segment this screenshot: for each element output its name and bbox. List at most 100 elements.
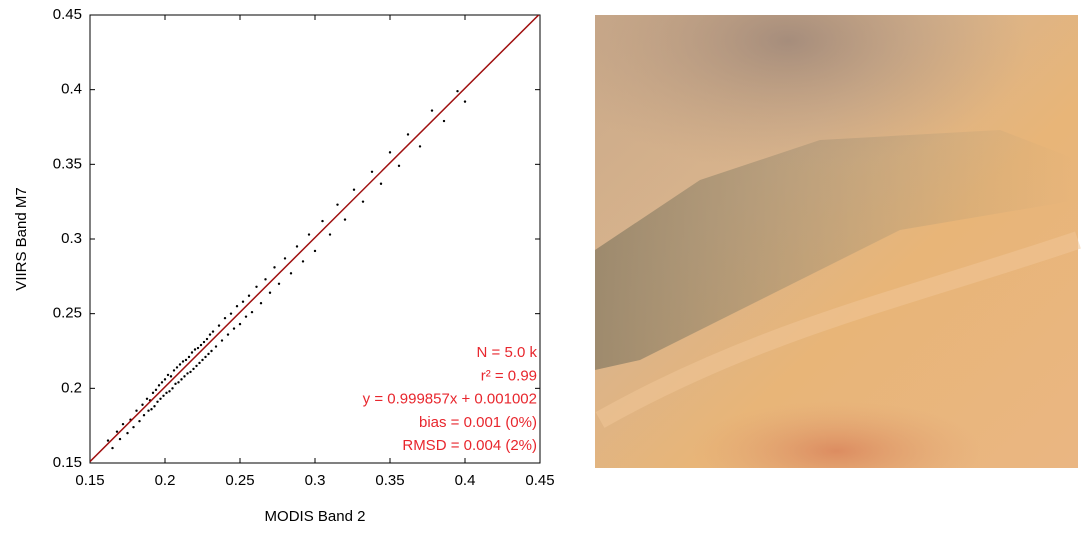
- point: [174, 382, 177, 386]
- point: [307, 233, 311, 236]
- point: [336, 203, 339, 206]
- point: [343, 218, 347, 221]
- point: [352, 188, 356, 191]
- point: [153, 405, 156, 408]
- point: [463, 100, 467, 103]
- annotation: N = 5.0 k: [477, 344, 538, 361]
- point: [397, 164, 401, 168]
- x-axis-label: MODIS Band 2: [265, 508, 366, 525]
- point: [204, 355, 207, 359]
- point: [166, 373, 170, 377]
- point: [313, 249, 317, 253]
- point: [295, 245, 299, 248]
- point: [244, 315, 248, 318]
- point: [259, 302, 263, 305]
- point: [181, 360, 185, 363]
- point: [198, 361, 201, 365]
- point: [147, 409, 150, 412]
- point: [193, 348, 197, 351]
- y-tick-label: 0.2: [61, 379, 82, 396]
- y-tick-label: 0.3: [61, 230, 82, 247]
- point: [229, 312, 233, 315]
- point: [217, 324, 221, 327]
- point: [379, 182, 383, 185]
- point: [255, 285, 258, 288]
- annotation: RMSD = 0.004 (2%): [402, 437, 537, 454]
- x-tick-label: 0.3: [305, 472, 326, 489]
- point: [187, 355, 191, 359]
- point: [169, 375, 173, 378]
- point: [184, 358, 188, 362]
- point: [211, 330, 215, 333]
- point: [226, 333, 230, 336]
- point: [180, 378, 183, 381]
- y-tick-label: 0.4: [61, 81, 82, 98]
- point: [264, 278, 267, 281]
- point: [199, 343, 203, 347]
- point: [150, 408, 153, 411]
- point: [207, 352, 210, 356]
- point: [220, 339, 224, 342]
- point: [154, 388, 158, 392]
- point: [456, 89, 459, 93]
- annotation: r² = 0.99: [481, 367, 537, 384]
- point: [118, 437, 122, 441]
- point: [247, 294, 251, 297]
- point: [214, 345, 218, 348]
- point: [135, 409, 138, 412]
- point: [175, 366, 179, 369]
- point: [283, 257, 287, 260]
- point: [145, 397, 149, 400]
- point: [223, 316, 227, 320]
- point: [126, 431, 129, 435]
- point: [418, 145, 422, 148]
- point: [196, 346, 200, 350]
- point: [361, 200, 365, 203]
- point: [321, 219, 324, 223]
- annotation: bias = 0.001 (0%): [419, 414, 537, 431]
- point: [238, 322, 242, 326]
- fit-line: [90, 15, 540, 463]
- point: [132, 425, 135, 429]
- point: [190, 351, 194, 354]
- point: [202, 340, 206, 344]
- point: [277, 282, 281, 285]
- point: [388, 151, 392, 154]
- y-tick-label: 0.35: [53, 155, 82, 172]
- point: [121, 422, 125, 426]
- point: [189, 370, 192, 374]
- point: [195, 364, 198, 368]
- point: [370, 170, 374, 173]
- plot: 0.15 0.2 0.25 0.3 0.35 0.4 0.45 0.15 0.2 0.25 0.3 0…: [53, 6, 555, 489]
- point: [430, 109, 434, 112]
- y-axis-label: VIIRS Band M7: [13, 187, 30, 290]
- point: [177, 381, 180, 384]
- point: [156, 400, 159, 403]
- x-tick-label: 0.25: [225, 472, 254, 489]
- point: [178, 363, 182, 366]
- point: [168, 390, 171, 393]
- x-tick-label: 0.4: [455, 472, 476, 489]
- point: [232, 327, 236, 330]
- point: [157, 384, 161, 387]
- point: [172, 369, 176, 372]
- point: [111, 446, 114, 450]
- annotation: y = 0.999857x + 0.001002: [363, 391, 537, 408]
- point: [301, 260, 305, 263]
- point: [192, 367, 195, 371]
- point: [273, 266, 276, 269]
- point: [165, 391, 168, 395]
- satellite-image: [595, 15, 1081, 468]
- x-tick-label: 0.35: [375, 472, 404, 489]
- point: [171, 387, 174, 390]
- point: [163, 378, 167, 381]
- point: [138, 419, 141, 423]
- point: [141, 403, 144, 406]
- y-tick-label: 0.45: [53, 6, 82, 23]
- point: [328, 233, 332, 236]
- point: [205, 337, 209, 341]
- point: [151, 391, 155, 395]
- point: [235, 305, 239, 308]
- point: [160, 381, 164, 384]
